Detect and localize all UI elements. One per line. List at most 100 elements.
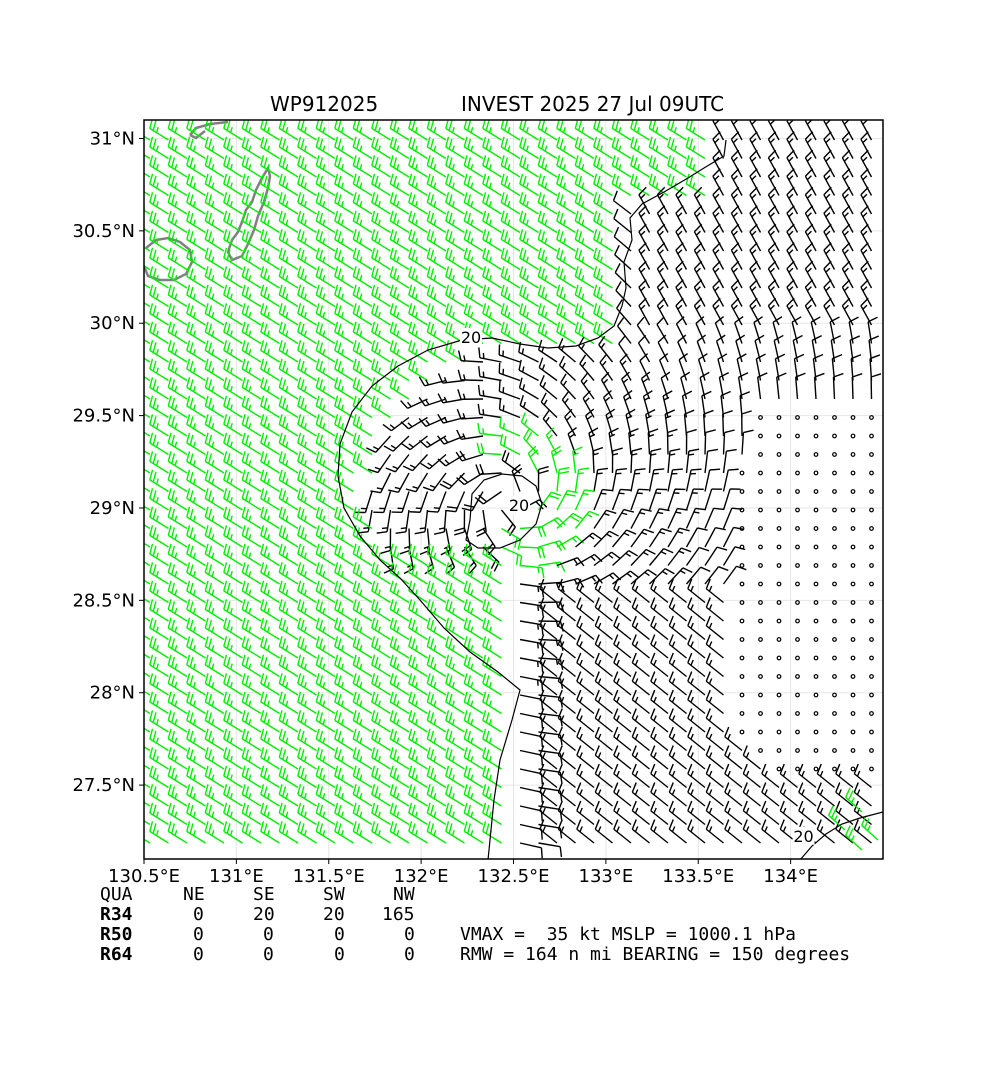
wind-barb xyxy=(298,322,317,344)
wind-barb xyxy=(224,821,243,843)
wind-barb xyxy=(187,155,206,177)
wind-barb xyxy=(851,527,855,531)
wind-barb xyxy=(409,673,428,695)
wind-barb xyxy=(242,710,261,732)
wind-barb xyxy=(796,508,800,512)
wind-barb xyxy=(546,428,557,455)
wind-barb xyxy=(150,636,169,658)
wind-barb xyxy=(851,434,855,438)
wind-barb xyxy=(483,729,502,751)
wind-barb xyxy=(409,174,428,196)
wind-barb xyxy=(187,174,206,196)
wind-barb xyxy=(205,581,224,603)
wind-barb xyxy=(538,137,557,159)
wind-barb xyxy=(205,470,224,492)
wind-barb xyxy=(372,359,391,381)
wind-barb xyxy=(777,767,781,771)
wind-barb xyxy=(261,747,280,769)
wind-barb xyxy=(390,636,409,658)
wind-barb xyxy=(759,730,763,734)
wind-barb xyxy=(353,581,372,603)
wind-barb xyxy=(316,322,335,344)
wind-barb xyxy=(539,340,557,362)
wind-barb xyxy=(870,601,874,605)
wind-barb xyxy=(187,211,206,233)
wind-barb xyxy=(479,366,502,380)
wind-barb xyxy=(242,636,261,658)
wind-barb xyxy=(316,155,335,177)
wind-barb xyxy=(150,377,169,399)
wind-barb xyxy=(335,266,354,288)
wind-barb xyxy=(520,732,542,747)
r34-nw: 165 xyxy=(382,905,415,925)
wind-barb xyxy=(651,579,668,602)
wind-barb xyxy=(520,137,539,159)
wind-barb xyxy=(464,747,483,769)
wind-barb xyxy=(279,433,298,455)
wind-barb xyxy=(205,525,224,547)
wind-barb xyxy=(409,303,428,325)
wind-barb xyxy=(833,675,837,679)
wind-barb xyxy=(298,525,317,547)
wind-barb xyxy=(224,396,243,418)
wind-barb xyxy=(316,377,335,399)
wind-barb xyxy=(224,507,243,529)
wind-barb xyxy=(279,544,298,566)
wind-barb xyxy=(372,710,391,732)
wind-barb xyxy=(261,137,280,159)
wind-barb xyxy=(150,451,169,473)
wind-barb xyxy=(851,767,855,771)
wind-barb xyxy=(224,562,243,584)
wind-barb xyxy=(390,118,409,140)
wind-barb xyxy=(814,434,818,438)
wind-barb xyxy=(168,285,187,307)
wind-barb xyxy=(817,764,834,787)
header-ne: NE xyxy=(183,885,205,905)
wind-barb xyxy=(298,174,317,196)
wind-barb xyxy=(205,174,224,196)
wind-barb xyxy=(242,766,261,788)
wind-barb xyxy=(242,562,261,584)
wind-barb xyxy=(205,266,224,288)
wind-barb xyxy=(261,729,280,751)
wind-barb xyxy=(187,414,206,436)
wind-barb xyxy=(759,434,763,438)
wind-barb xyxy=(335,340,354,362)
wind-barb xyxy=(298,451,317,473)
wind-barb xyxy=(150,618,169,640)
wind-barb xyxy=(298,599,317,621)
rmw-info: RMW = 164 n mi BEARING = 150 degrees xyxy=(460,944,850,965)
wind-barb xyxy=(335,211,354,233)
wind-barb xyxy=(759,564,763,568)
wind-barb xyxy=(224,636,243,658)
wind-barb xyxy=(713,113,724,140)
wind-barb xyxy=(686,118,705,140)
wind-barb xyxy=(150,525,169,547)
wind-barb xyxy=(688,579,705,602)
wind-barb xyxy=(870,545,874,549)
wind-barb xyxy=(373,492,390,513)
wind-barb xyxy=(279,636,298,658)
wind-barb xyxy=(261,211,280,233)
wind-barb xyxy=(427,285,446,307)
wind-barb xyxy=(446,285,465,307)
wind-barb xyxy=(205,729,224,751)
wind-barb xyxy=(446,248,465,270)
wind-barb xyxy=(796,712,800,716)
wind-barb xyxy=(261,673,280,695)
r50-se: 0 xyxy=(263,925,274,945)
wind-barb xyxy=(298,414,317,436)
wind-barb xyxy=(557,248,576,270)
wind-barb xyxy=(446,118,465,140)
wind-barb xyxy=(150,599,169,621)
intensity-info: VMAX = 35 kt MSLP = 1000.1 hPa xyxy=(460,924,796,945)
wind-barb xyxy=(577,579,594,602)
wind-barb xyxy=(353,137,372,159)
wind-barb xyxy=(740,712,744,716)
wind-barb xyxy=(224,137,243,159)
wind-barb xyxy=(464,599,483,621)
wind-barb xyxy=(372,285,391,307)
wind-barb xyxy=(650,509,670,529)
wind-barb xyxy=(224,155,243,177)
wind-barb xyxy=(131,248,150,270)
